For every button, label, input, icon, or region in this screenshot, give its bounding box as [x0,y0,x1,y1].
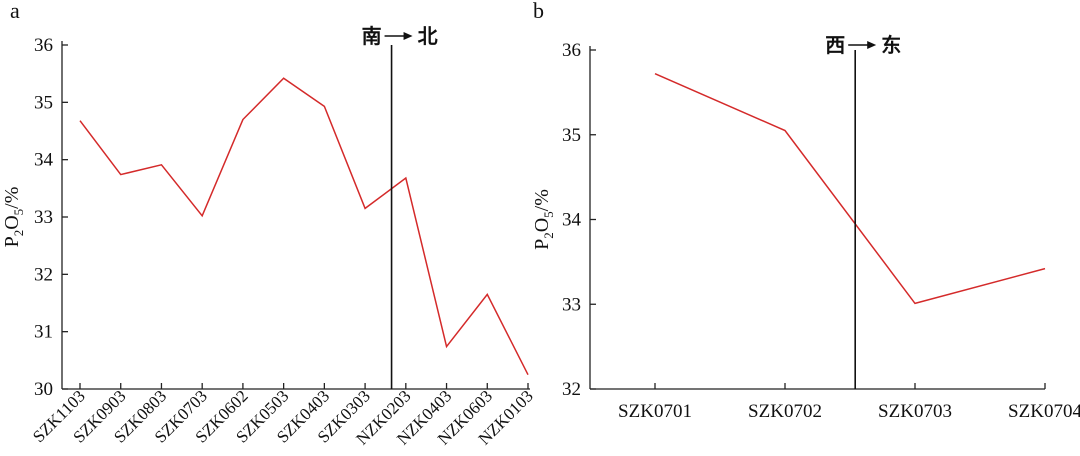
y-tick-label: 35 [562,125,581,146]
x-tick-label: SZK0704 [1008,401,1080,422]
y-axis-label-part: O [1,215,23,229]
y-axis-label-part: P [1,236,23,247]
chart-panel-a: a30313233343536SZK1103SZK0903SZK0803SZK0… [1,0,537,449]
panel-label: b [533,0,544,23]
y-tick-label: 32 [562,379,581,400]
y-tick-label: 35 [34,92,53,113]
panel-label: a [10,0,20,23]
y-tick-label: 34 [34,150,54,171]
y-tick-label: 33 [34,207,53,228]
y-tick-label: 36 [34,35,53,56]
y-axis-label-part: 2 [11,230,26,237]
y-axis-label-part: /% [531,189,553,211]
y-tick-label: 36 [562,40,581,61]
data-series-line [654,73,1046,305]
direction-right-label: 北 [418,24,438,48]
direction-arrow-head [403,32,413,40]
direction-left-label: 南 [362,24,382,48]
x-tick-label: SZK0701 [618,401,692,422]
x-tick-label: SZK0703 [878,401,952,422]
y-axis-label: P2O5/% [1,187,26,248]
direction-left-label: 西 [825,33,845,57]
y-tick-label: 34 [562,210,582,231]
y-tick-label: 31 [34,322,53,343]
x-tick-label: SZK0702 [748,401,822,422]
y-axis-label: P2O5/% [531,189,556,250]
y-tick-label: 30 [34,379,53,400]
direction-right-label: 东 [881,33,901,57]
y-axis-label-part: P [531,239,553,250]
data-series-line [79,77,529,376]
y-axis-label-part: 2 [541,232,556,239]
direction-arrow-head [867,41,877,49]
chart-panel-b: b 32 33 34 35 36 SZK0701 SZK0702 SZK0703 SZK0704 P… [531,0,1080,422]
y-axis-label-part: 5 [541,211,556,218]
y-axis-label-part: O [531,218,553,232]
y-tick-label: 32 [34,264,53,285]
y-axis-label-part: /% [1,187,23,209]
y-tick-label: 33 [562,294,581,315]
y-axis-label-part: 5 [11,209,26,216]
